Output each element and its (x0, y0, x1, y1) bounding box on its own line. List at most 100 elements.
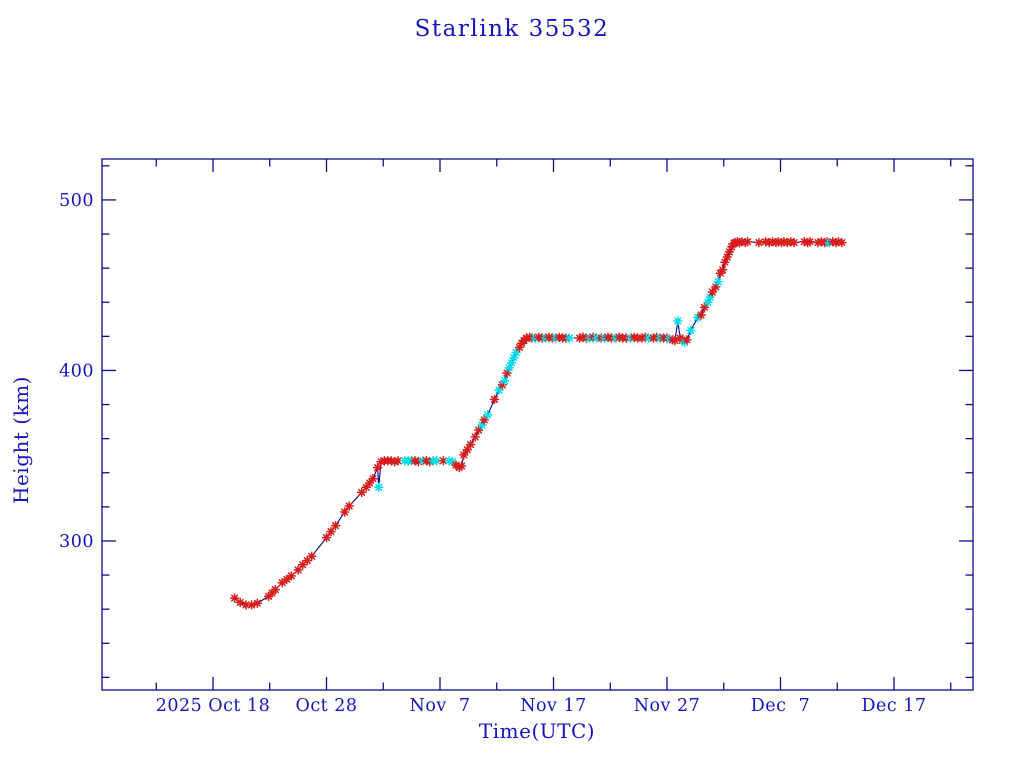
x-tick-label: Nov 7 (410, 696, 471, 716)
data-marker-red-asterisk (717, 265, 728, 275)
data-marker-red-asterisk (816, 236, 827, 247)
data-marker-red-asterisk (389, 456, 400, 467)
data-marker-cyan-asterisk (431, 456, 442, 466)
x-tick-label: Oct 28 (295, 696, 357, 716)
data-marker-red-asterisk (465, 439, 476, 450)
data-marker-red-asterisk (521, 333, 532, 343)
data-marker-red-asterisk (462, 444, 472, 455)
data-marker-red-asterisk (726, 242, 737, 252)
data-marker-red-asterisk (410, 456, 420, 466)
data-marker-red-asterisk (805, 236, 815, 247)
data-marker-cyan-asterisk (494, 385, 504, 395)
data-marker-cyan-asterisk (611, 333, 621, 343)
data-marker-red-asterisk (682, 335, 692, 345)
data-marker-red-asterisk (822, 236, 832, 247)
data-marker-red-asterisk (235, 597, 245, 608)
data-marker-red-asterisk (767, 236, 778, 247)
y-tick-label: 500 (59, 191, 94, 211)
data-marker-cyan-asterisk (673, 316, 683, 326)
data-marker-red-asterisk (356, 487, 367, 498)
data-marker-red-asterisk (425, 456, 435, 467)
data-marker-cyan-asterisk (444, 456, 454, 466)
data-marker-red-asterisk (252, 598, 263, 608)
data-marker-red-asterisk (263, 591, 274, 602)
data-marker-red-asterisk (776, 237, 787, 248)
data-marker-red-asterisk (554, 332, 564, 342)
data-marker-red-asterisk (386, 456, 396, 466)
data-marker-red-asterisk (771, 237, 781, 248)
data-marker-red-asterisk (524, 332, 535, 342)
data-marker-red-asterisk (629, 332, 639, 342)
data-marker-red-asterisk (330, 520, 341, 531)
data-marker-cyan-asterisk (564, 333, 575, 343)
x-tick-label: Dec 7 (751, 696, 810, 716)
chart-title: Starlink 35532 (414, 16, 610, 42)
data-marker-red-asterisk (246, 600, 257, 610)
data-marker-cyan-asterisk (705, 292, 715, 302)
data-marker-cyan-asterisk (506, 358, 517, 368)
data-marker-red-asterisk (364, 478, 375, 488)
data-marker-red-asterisk (361, 482, 371, 493)
data-marker-red-asterisk (715, 268, 726, 278)
height-line (234, 241, 842, 606)
data-marker-cyan-asterisk (703, 297, 713, 307)
data-marker-red-asterisk (831, 237, 841, 248)
data-marker-red-asterisk (827, 236, 838, 247)
data-marker-cyan-asterisk (551, 333, 561, 343)
data-marker-red-asterisk (326, 526, 336, 537)
y-axis-label: Height (km) (9, 376, 33, 504)
data-marker-red-asterisk (760, 236, 771, 247)
data-marker-red-asterisk (699, 302, 710, 313)
data-marker-cyan-asterisk (504, 363, 514, 373)
data-marker-red-asterisk (833, 236, 844, 247)
data-marker-red-asterisk (574, 333, 585, 343)
data-marker-red-asterisk (813, 237, 823, 248)
data-marker-cyan-asterisk (530, 333, 541, 343)
x-tick-label: Nov 27 (634, 696, 701, 716)
data-marker-red-asterisk (479, 415, 490, 425)
x-axis-label: Time(UTC) (478, 719, 596, 743)
data-marker-red-asterisk (648, 333, 659, 343)
data-marker-red-asterisk (489, 394, 500, 405)
data-marker-red-asterisk (588, 332, 598, 342)
data-marker-red-asterisk (456, 461, 467, 471)
data-marker-red-asterisk (802, 237, 813, 248)
data-marker-cyan-asterisk (664, 334, 675, 344)
data-marker-red-asterisk (640, 332, 651, 342)
data-marker-red-asterisk (372, 462, 383, 473)
data-marker-cyan-asterisk (540, 333, 551, 343)
data-marker-cyan-asterisk (686, 325, 696, 336)
data-marker-red-asterisk (321, 532, 332, 543)
data-marker-red-asterisk (773, 236, 783, 247)
x-tick-label: Nov 17 (520, 696, 587, 716)
data-marker-red-asterisk (277, 577, 287, 588)
data-marker-cyan-asterisk (824, 237, 835, 248)
data-marker-red-asterisk (667, 335, 678, 345)
data-marker-red-asterisk (754, 237, 764, 248)
data-marker-red-asterisk (344, 501, 354, 511)
data-marker-red-asterisk (473, 425, 484, 435)
axis-frame (101, 158, 974, 691)
data-marker-red-asterisk (603, 332, 613, 342)
data-marker-red-asterisk (722, 252, 732, 262)
data-marker-red-asterisk (578, 332, 588, 342)
data-marker-red-asterisk (302, 555, 312, 566)
data-marker-cyan-asterisk (373, 482, 384, 493)
data-marker-red-asterisk (438, 456, 449, 466)
data-marker-red-asterisk (421, 456, 432, 466)
y-tick-label: 400 (59, 361, 94, 381)
data-marker-cyan-asterisk (499, 375, 510, 386)
data-marker-red-asterisk (470, 432, 480, 442)
data-marker-cyan-asterisk (599, 333, 610, 343)
data-marker-cyan-asterisk (482, 410, 493, 420)
data-marker-red-asterisk (696, 310, 706, 320)
data-marker-cyan-asterisk (713, 277, 723, 287)
data-marker-red-asterisk (637, 333, 647, 343)
data-marker-red-asterisk (670, 335, 680, 346)
data-marker-red-asterisk (267, 588, 277, 598)
x-tick-label: 2025 Oct 18 (156, 696, 271, 716)
data-marker-red-asterisk (742, 236, 753, 247)
data-marker-red-asterisk (241, 600, 251, 610)
